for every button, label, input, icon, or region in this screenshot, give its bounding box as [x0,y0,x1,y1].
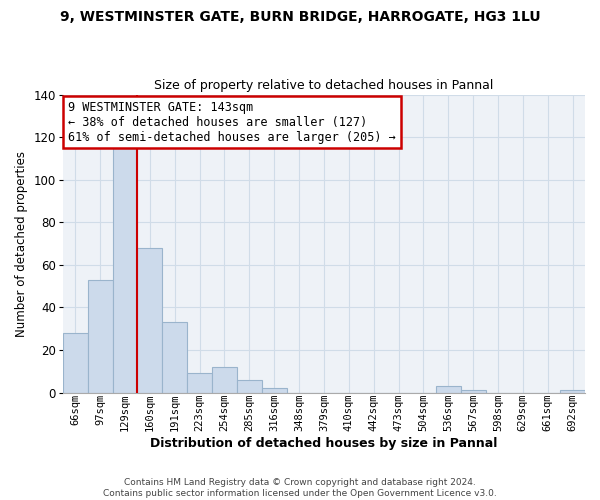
Text: Contains HM Land Registry data © Crown copyright and database right 2024.
Contai: Contains HM Land Registry data © Crown c… [103,478,497,498]
Bar [560,390,585,392]
Bar [88,280,113,392]
Bar [212,367,237,392]
Y-axis label: Number of detached properties: Number of detached properties [15,150,28,336]
Bar [461,390,485,392]
Bar [63,333,88,392]
Bar [137,248,163,392]
Bar [237,380,262,392]
Bar [436,386,461,392]
Bar [163,322,187,392]
Text: 9, WESTMINSTER GATE, BURN BRIDGE, HARROGATE, HG3 1LU: 9, WESTMINSTER GATE, BURN BRIDGE, HARROG… [59,10,541,24]
Bar [187,374,212,392]
Bar [262,388,287,392]
Bar [113,142,137,392]
X-axis label: Distribution of detached houses by size in Pannal: Distribution of detached houses by size … [150,437,497,450]
Text: 9 WESTMINSTER GATE: 143sqm
← 38% of detached houses are smaller (127)
61% of sem: 9 WESTMINSTER GATE: 143sqm ← 38% of deta… [68,100,396,144]
Title: Size of property relative to detached houses in Pannal: Size of property relative to detached ho… [154,79,494,92]
